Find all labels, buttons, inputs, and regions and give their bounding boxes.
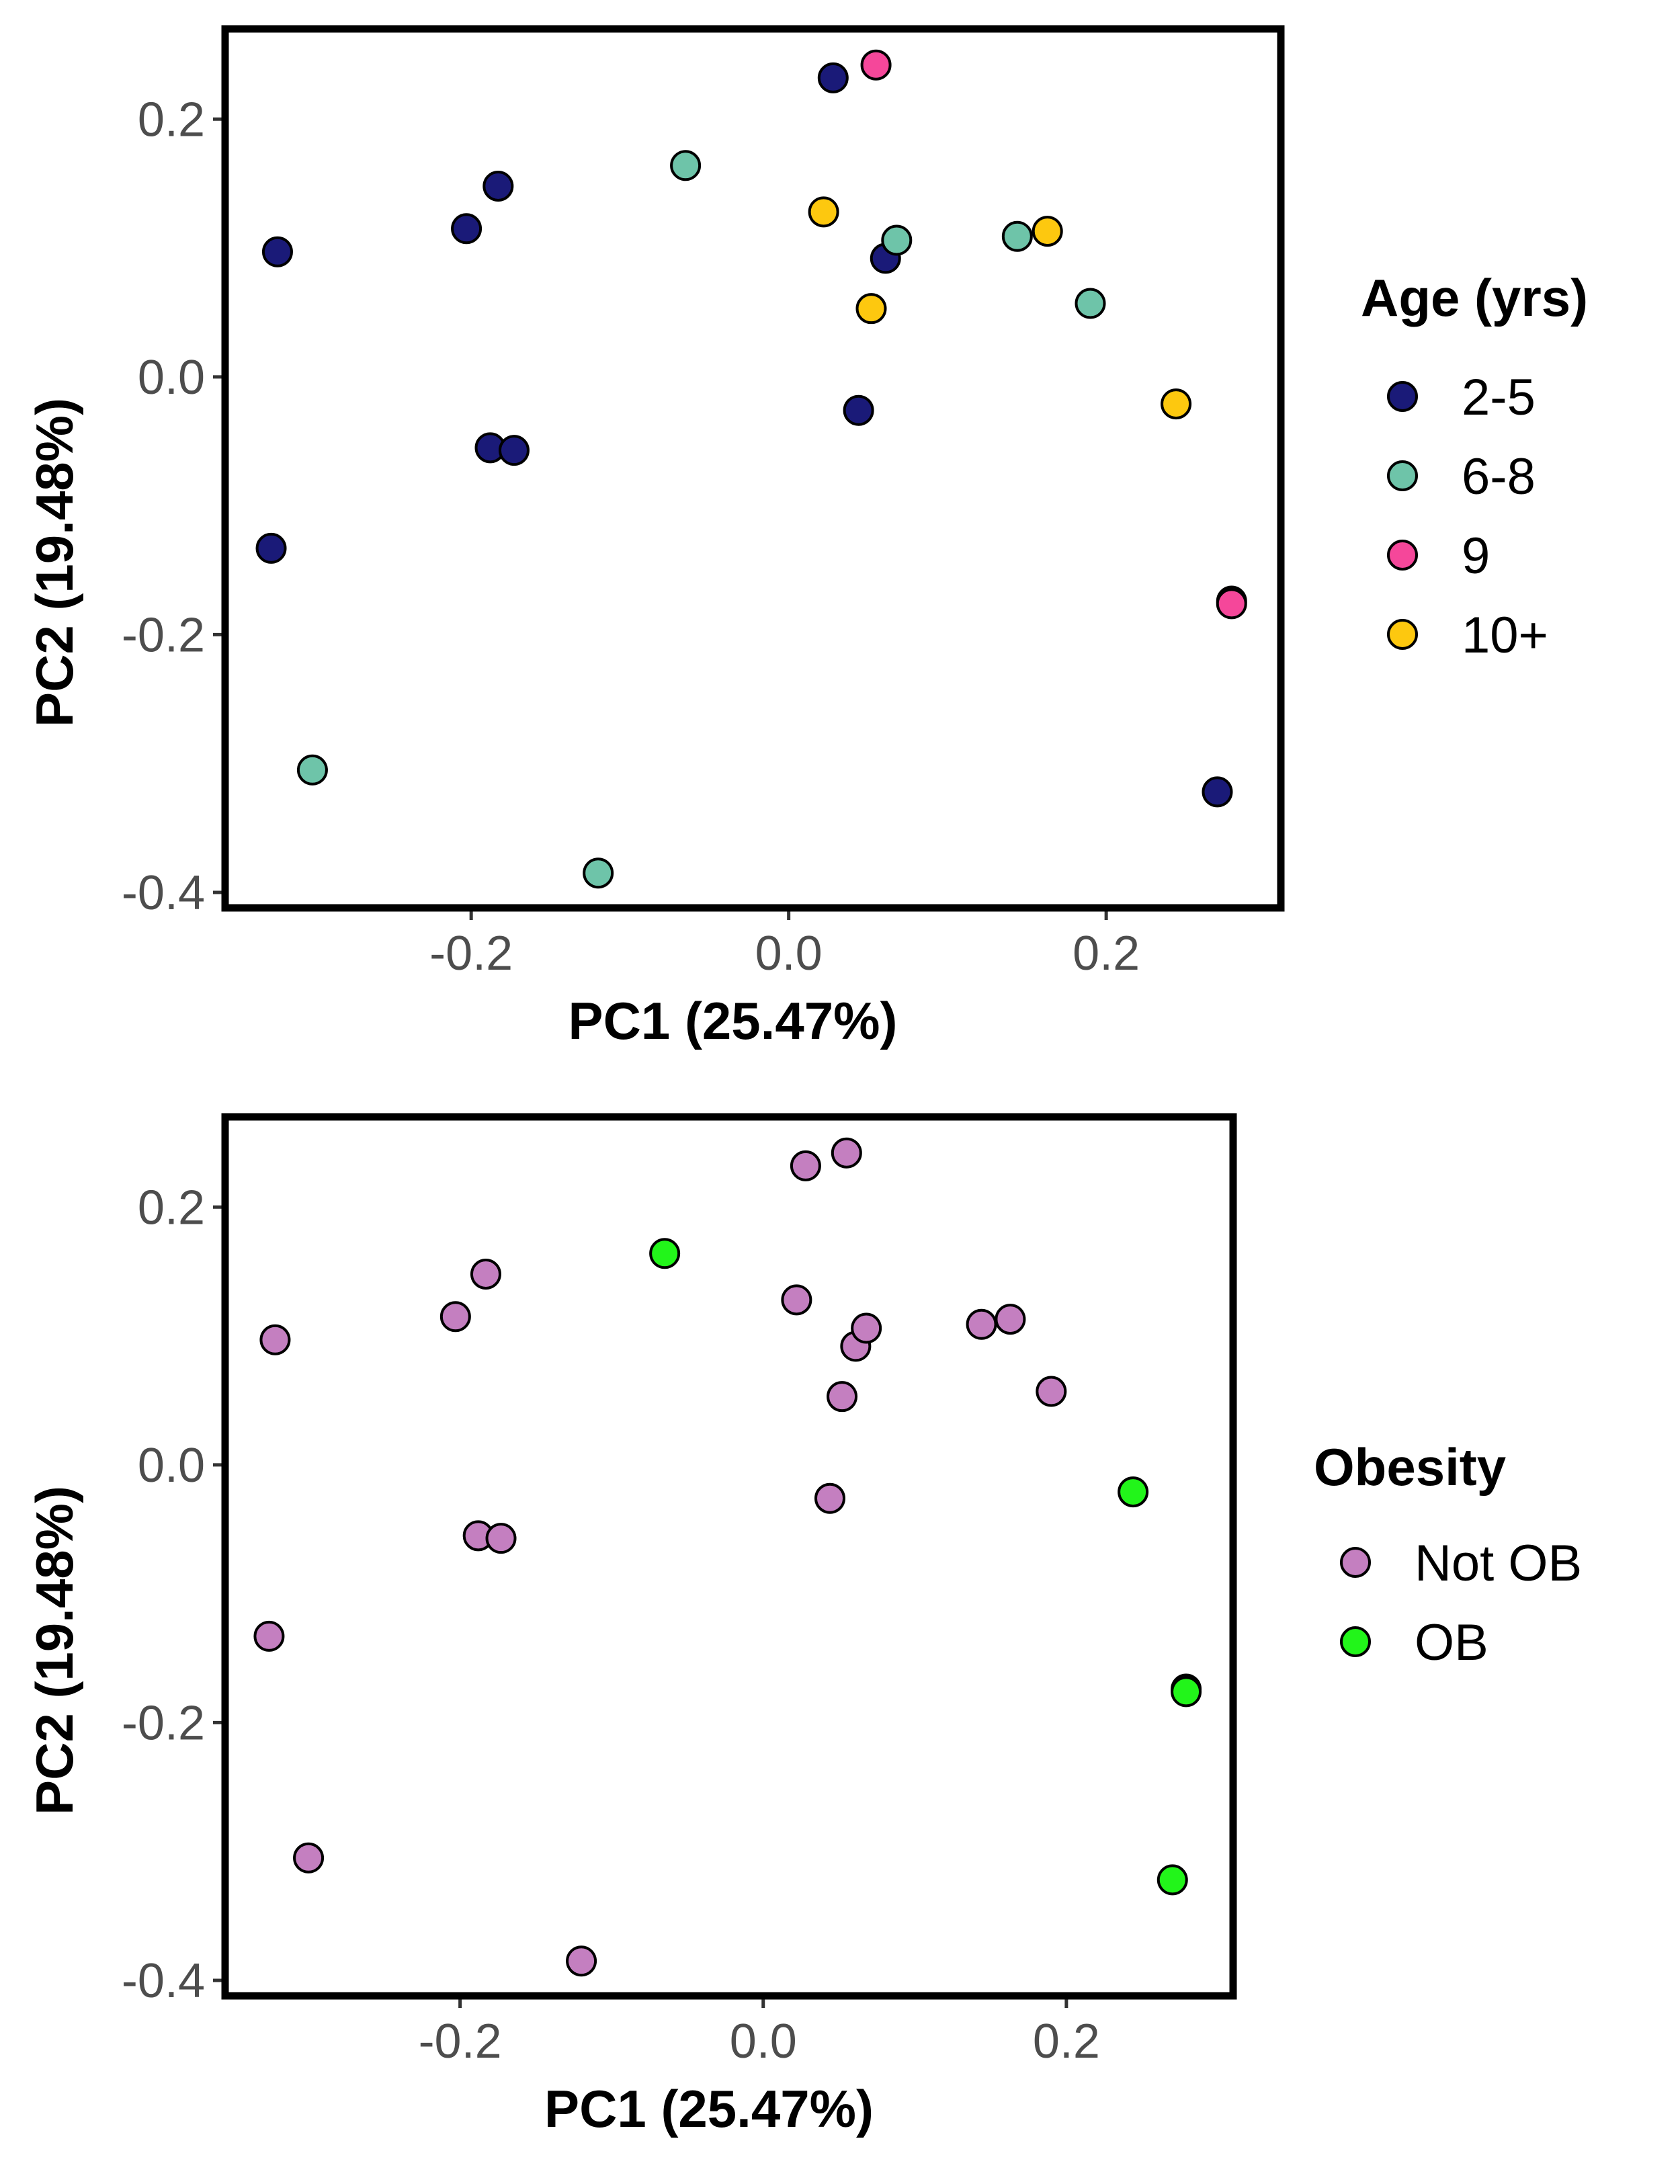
x-axis-title: PC1 (25.47%) — [569, 991, 898, 1050]
y-tick-label: -0.4 — [122, 1954, 205, 2008]
legend-title: Obesity — [1314, 1437, 1506, 1497]
legend-label: 9 — [1462, 528, 1490, 585]
data-point — [855, 293, 887, 325]
data-point — [843, 394, 874, 426]
data-point — [1171, 1676, 1202, 1708]
y-axis-title: PC2 (19.48%) — [25, 398, 84, 727]
obesity-pca-panel: -0.2 0.0 0.2 0.2 0.0 -0.2 -0.4 PC1 (25.47%) PC2 … — [25, 1113, 1582, 2138]
y-tick-label: 0.0 — [138, 351, 205, 405]
data-point — [470, 1258, 501, 1290]
x-tick-label: 0.2 — [1033, 2015, 1100, 2068]
x-tick-label: 0.0 — [755, 927, 823, 980]
legend-title: Age (yrs) — [1361, 268, 1588, 327]
legend-label: Not OB — [1415, 1535, 1582, 1592]
data-point — [439, 1301, 471, 1333]
data-point — [296, 754, 328, 786]
y-tick-label: 0.2 — [138, 93, 205, 146]
data-point — [1032, 216, 1063, 247]
legend-key — [1387, 540, 1418, 571]
data-point — [649, 1238, 681, 1269]
data-point — [482, 170, 514, 202]
legend-label: OB — [1415, 1614, 1488, 1671]
data-point — [881, 224, 913, 256]
data-point — [827, 1381, 858, 1413]
data-point — [566, 1945, 597, 1977]
legend-key — [1340, 1626, 1371, 1657]
legend-key — [1340, 1547, 1371, 1578]
y-tick-label: 0.2 — [138, 1181, 205, 1234]
legend-key — [1387, 460, 1418, 491]
data-point — [831, 1137, 862, 1169]
data-point — [583, 857, 614, 889]
x-tick-label: -0.2 — [429, 927, 513, 980]
data-point — [790, 1150, 821, 1181]
y-tick-label: 0.0 — [138, 1439, 205, 1493]
x-tick-label: 0.2 — [1073, 927, 1140, 980]
legend-label: 6-8 — [1462, 448, 1536, 505]
legend-label: 10+ — [1462, 607, 1548, 664]
plot-border — [221, 1113, 1237, 2000]
data-point — [1202, 776, 1233, 808]
data-point — [1118, 1476, 1149, 1508]
data-point — [670, 150, 702, 181]
data-point — [781, 1284, 812, 1316]
data-point — [817, 62, 849, 93]
x-tick-label: 0.0 — [730, 2015, 797, 2068]
data-point — [261, 236, 293, 267]
legend-key — [1387, 619, 1418, 650]
y-tick-label: -0.4 — [122, 866, 205, 920]
data-point — [259, 1324, 291, 1355]
data-point — [451, 213, 482, 245]
data-point — [995, 1304, 1026, 1335]
data-point — [814, 1482, 845, 1514]
x-axis-title: PC1 (25.47%) — [544, 2079, 874, 2138]
data-point — [1216, 588, 1247, 620]
data-point — [851, 1312, 882, 1344]
data-point — [860, 49, 892, 81]
y-axis-title: PC2 (19.48%) — [25, 1486, 84, 1815]
data-point — [293, 1842, 325, 1874]
legend-label: 2-5 — [1462, 369, 1536, 426]
data-point — [253, 1620, 285, 1652]
legend-key — [1387, 381, 1418, 412]
data-point — [485, 1523, 517, 1554]
data-point — [1075, 288, 1106, 319]
y-tick-label: -0.2 — [122, 608, 205, 662]
plot-border — [221, 25, 1285, 912]
data-point — [1161, 388, 1192, 420]
data-point — [498, 435, 530, 466]
y-tick-label: -0.2 — [122, 1696, 205, 1750]
data-point — [808, 196, 839, 228]
data-point — [966, 1308, 997, 1340]
data-point — [1036, 1376, 1067, 1407]
x-tick-label: -0.2 — [419, 2015, 502, 2068]
data-point — [1001, 220, 1033, 252]
data-point — [255, 532, 287, 564]
data-point — [1157, 1864, 1188, 1896]
age-pca-panel: -0.2 0.0 0.2 0.2 0.0 -0.2 -0.4 PC1 (25.47%) PC2 … — [25, 25, 1588, 1050]
